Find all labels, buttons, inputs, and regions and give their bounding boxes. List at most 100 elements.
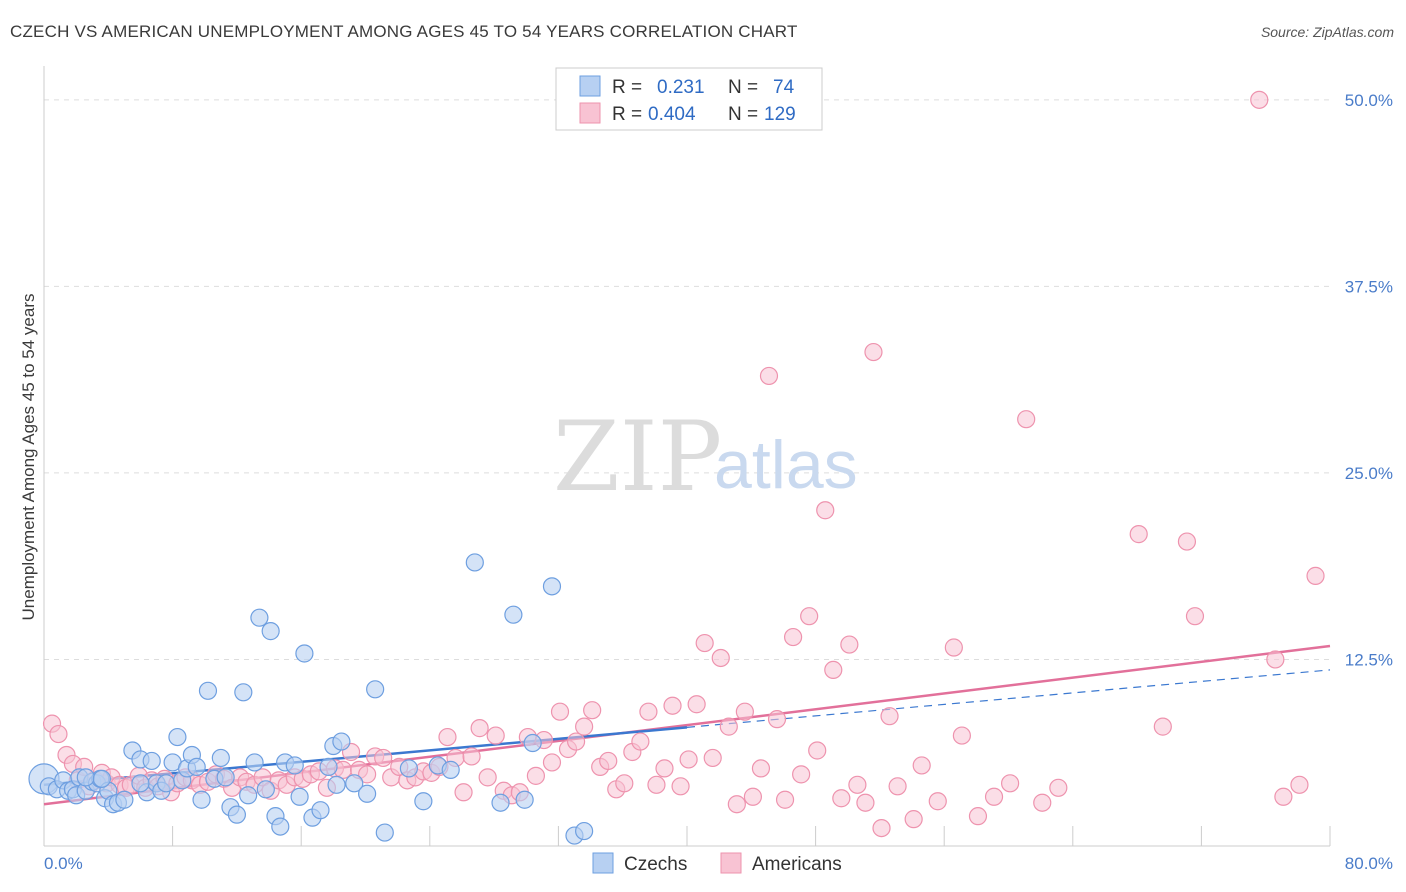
american-point <box>840 635 859 654</box>
american-point <box>864 342 883 362</box>
czech-point <box>157 774 176 793</box>
legend-n-label-1: N = <box>728 77 758 98</box>
american-point <box>928 792 947 811</box>
american-point <box>566 732 586 751</box>
bottom-legend-swatch-czechs <box>592 852 614 874</box>
czech-point <box>504 605 523 624</box>
american-point <box>1185 607 1205 626</box>
american-point <box>848 775 867 794</box>
american-point <box>944 638 963 657</box>
czech-point <box>168 727 187 747</box>
american-point <box>358 765 377 784</box>
american-point <box>575 717 594 736</box>
american-point <box>1274 787 1293 806</box>
american-point <box>1266 650 1285 669</box>
american-point <box>542 753 562 772</box>
legend-swatch-americans <box>579 102 601 124</box>
legend-n-label-2: N = <box>728 104 758 125</box>
bottom-legend-americans: Americans <box>752 854 842 875</box>
american-point <box>486 726 505 745</box>
american-point <box>968 807 988 826</box>
american-point <box>583 701 602 720</box>
y-tick-labels: 12.5% 25.0% 37.5% 50.0% <box>1345 91 1393 670</box>
american-point <box>824 660 843 680</box>
y-axis-label: Unemployment Among Ages 45 to 54 years <box>19 294 38 621</box>
czech-point <box>192 790 211 809</box>
american-point <box>832 789 851 808</box>
american-point <box>550 702 570 721</box>
american-point <box>1129 525 1148 544</box>
american-point <box>727 795 746 814</box>
grid-lines <box>44 99 1330 660</box>
american-point <box>687 695 706 714</box>
american-point <box>615 774 634 793</box>
american-point <box>679 750 698 769</box>
american-point <box>438 727 457 747</box>
american-point <box>984 787 1004 806</box>
american-point <box>462 747 481 766</box>
american-point <box>912 756 931 775</box>
american-point <box>526 766 545 785</box>
american-point <box>888 777 907 796</box>
x-tick-labels: 0.0% 80.0% <box>44 854 1393 873</box>
czech-point <box>465 553 484 572</box>
american-point <box>639 702 658 721</box>
legend-box: R = 0.231 N = 74 R = 0.404 N = 129 <box>555 67 823 131</box>
american-point <box>703 748 722 768</box>
american-point <box>1049 778 1068 797</box>
czech-point <box>327 775 346 794</box>
american-point <box>735 702 754 721</box>
watermark-atlas: atlas <box>714 427 858 503</box>
american-point <box>49 724 68 744</box>
czech-point <box>227 805 246 824</box>
czech-point <box>575 821 594 841</box>
american-point <box>872 818 891 838</box>
american-point <box>775 790 795 809</box>
y-tick-label: 25.0% <box>1345 464 1393 483</box>
american-point <box>783 627 803 647</box>
czech-point <box>523 733 542 753</box>
czech-point <box>92 769 111 788</box>
czech-point <box>239 786 258 805</box>
czech-point <box>366 680 385 699</box>
czech-point <box>319 757 338 777</box>
american-point <box>743 787 763 806</box>
czech-point <box>345 774 364 793</box>
czech-point <box>234 683 253 702</box>
x-tick-label-max: 80.0% <box>1345 854 1393 873</box>
american-point <box>663 696 682 715</box>
american-point <box>631 732 650 751</box>
czech-points <box>28 553 594 845</box>
czech-point <box>250 608 269 627</box>
american-point <box>1250 90 1269 109</box>
american-point <box>904 810 923 829</box>
american-point <box>599 751 618 771</box>
czech-point <box>414 792 433 811</box>
american-point <box>695 633 714 653</box>
czech-point <box>211 748 230 768</box>
legend-r-label-2: R = <box>612 104 642 125</box>
y-tick-label: 37.5% <box>1345 277 1393 296</box>
american-point <box>808 741 827 760</box>
american-point <box>767 710 787 729</box>
czech-point <box>491 793 510 812</box>
american-point <box>478 768 497 787</box>
american-point <box>792 765 811 784</box>
american-point <box>719 717 738 736</box>
american-point <box>816 501 835 520</box>
czech-point <box>295 644 314 663</box>
bottom-legend-czechs: Czechs <box>624 854 687 875</box>
american-point <box>470 719 489 738</box>
american-point <box>856 793 875 812</box>
american-point <box>711 648 730 668</box>
czech-point <box>198 681 218 700</box>
watermark-zip: ZIP <box>553 401 722 513</box>
czech-point <box>216 768 235 787</box>
american-point <box>1177 532 1197 551</box>
x-tick-label-min: 0.0% <box>44 854 83 873</box>
czech-point <box>115 790 134 809</box>
y-tick-label: 12.5% <box>1345 650 1393 669</box>
czech-point <box>290 787 309 806</box>
czech-point <box>271 817 290 836</box>
czech-point <box>311 801 330 820</box>
